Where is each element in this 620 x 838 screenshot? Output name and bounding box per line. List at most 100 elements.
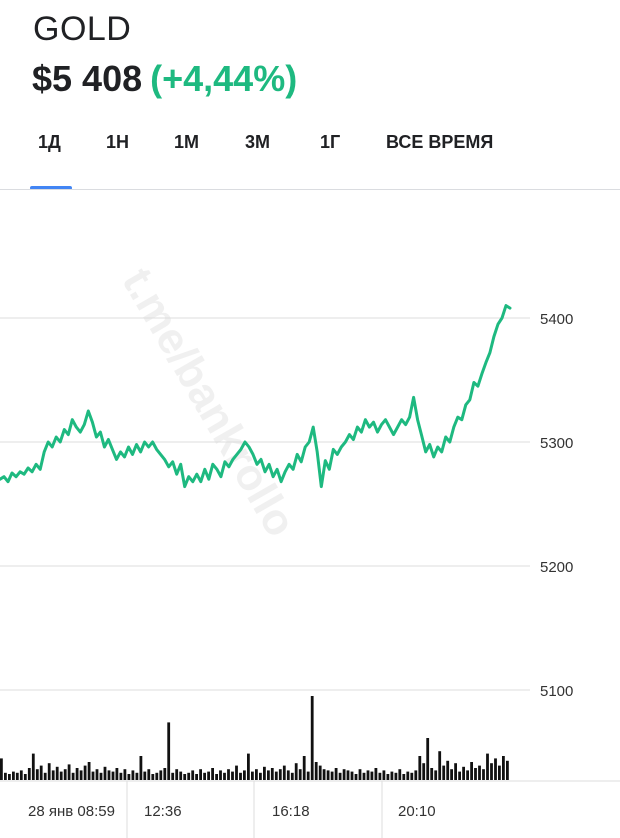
volume-bar bbox=[330, 771, 334, 780]
volume-bar bbox=[342, 769, 346, 780]
volume-bar bbox=[195, 774, 198, 780]
volume-bar bbox=[247, 753, 250, 780]
volume-bar bbox=[362, 772, 366, 780]
volume-bar bbox=[8, 774, 11, 780]
volume-bar bbox=[127, 774, 131, 780]
volume-bar bbox=[75, 768, 79, 780]
volume-bar bbox=[414, 770, 418, 780]
volume-bar bbox=[171, 772, 175, 780]
volume-bar bbox=[378, 772, 382, 780]
volume-bar bbox=[506, 760, 509, 780]
volume-bar bbox=[338, 772, 342, 780]
volume-bar bbox=[478, 765, 481, 780]
price-line bbox=[0, 304, 512, 489]
volume-bar bbox=[39, 765, 43, 780]
volume-bar bbox=[95, 769, 99, 780]
volume-bar bbox=[251, 771, 254, 780]
volume-bar bbox=[410, 772, 414, 780]
volume-bar bbox=[167, 722, 171, 780]
volume-bar bbox=[139, 756, 143, 780]
volume-bar bbox=[286, 770, 290, 780]
volume-bar bbox=[406, 771, 410, 780]
volume-bar bbox=[27, 768, 31, 780]
volume-bar bbox=[211, 768, 214, 780]
tab-all-time[interactable]: ВСЕ ВРЕМЯ bbox=[386, 132, 494, 152]
volume-bar bbox=[59, 771, 63, 780]
volume-bar bbox=[163, 768, 167, 780]
volume-bar bbox=[143, 771, 147, 780]
volume-bar bbox=[191, 770, 195, 780]
volume-bar bbox=[87, 762, 91, 780]
volume-bar bbox=[350, 771, 354, 780]
volume-bar bbox=[15, 772, 19, 780]
volume-bar bbox=[23, 774, 27, 780]
volume-bar bbox=[235, 765, 238, 780]
volume-bar bbox=[366, 770, 370, 780]
y-tick-label: 5200 bbox=[540, 559, 573, 576]
volume-bar bbox=[187, 772, 191, 780]
volume-bar bbox=[0, 758, 3, 780]
volume-bar bbox=[31, 753, 35, 780]
volume-bar bbox=[314, 762, 318, 780]
volume-bar bbox=[270, 768, 274, 780]
volume-bar bbox=[278, 769, 282, 780]
y-tick-label: 5300 bbox=[540, 435, 573, 452]
volume-bar bbox=[422, 763, 426, 780]
volume-bar bbox=[466, 770, 469, 780]
volume-bar bbox=[390, 771, 394, 780]
x-tick-label: 20:10 bbox=[398, 803, 436, 820]
volume-bar bbox=[346, 770, 350, 780]
price-row: $5 408 (+4,44%) bbox=[32, 58, 297, 100]
volume-bar bbox=[199, 769, 202, 780]
range-tabs: 1Д 1Н 1М 3М 1Г ВСЕ ВРЕМЯ bbox=[0, 126, 620, 190]
volume-bar bbox=[159, 770, 163, 780]
tab-1w[interactable]: 1Н bbox=[106, 132, 130, 152]
volume-bar bbox=[83, 765, 87, 780]
volume-bar bbox=[51, 770, 55, 780]
volume-bar bbox=[474, 768, 477, 780]
tab-3m[interactable]: 3М bbox=[245, 132, 271, 152]
volume-bar bbox=[35, 769, 39, 780]
volume-bar bbox=[438, 751, 442, 780]
volume-bar bbox=[243, 770, 246, 780]
volume-bar bbox=[107, 770, 111, 780]
volume-bar bbox=[223, 772, 226, 780]
volume-bar bbox=[12, 771, 15, 780]
price-chart: 5100 5200 5300 5400 28 янв 08:59 12:36 16:18 20… bbox=[0, 304, 620, 838]
volume-bar bbox=[43, 772, 47, 780]
volume-bar bbox=[398, 769, 402, 780]
selected-tab-indicator bbox=[30, 186, 72, 190]
volume-bar bbox=[370, 771, 374, 780]
volume-bar bbox=[239, 772, 242, 780]
volume-bar bbox=[354, 774, 358, 780]
volume-bar bbox=[358, 769, 362, 780]
volume-bar bbox=[231, 771, 234, 780]
volume-bar bbox=[298, 769, 302, 780]
volume-bar bbox=[151, 774, 155, 780]
tab-1m[interactable]: 1М bbox=[174, 132, 200, 152]
volume-bar bbox=[302, 756, 306, 780]
price-change: (+4,44%) bbox=[150, 58, 298, 99]
volume-bar bbox=[382, 770, 386, 780]
volume-bar bbox=[259, 772, 262, 780]
volume-bar bbox=[394, 772, 398, 780]
volume-bar bbox=[91, 771, 95, 780]
volume-bar bbox=[426, 738, 430, 780]
volume-bar bbox=[498, 765, 501, 780]
volume-bar bbox=[135, 772, 139, 780]
volume-bar bbox=[4, 772, 7, 780]
tab-1y[interactable]: 1Г bbox=[320, 132, 341, 152]
volume-bar bbox=[63, 769, 67, 780]
volume-bar bbox=[486, 753, 489, 780]
volume-bar bbox=[111, 771, 115, 780]
volume-bar bbox=[446, 760, 450, 780]
tab-1d[interactable]: 1Д bbox=[38, 132, 61, 152]
y-tick-label: 5400 bbox=[540, 311, 573, 328]
volume-bar bbox=[306, 771, 310, 780]
asset-name: GOLD bbox=[33, 10, 132, 48]
x-tick-label: 12:36 bbox=[144, 803, 182, 820]
volume-bar bbox=[267, 770, 270, 780]
tabs-divider bbox=[0, 189, 620, 190]
volume-bar bbox=[418, 756, 422, 780]
volume-bar bbox=[322, 769, 326, 780]
